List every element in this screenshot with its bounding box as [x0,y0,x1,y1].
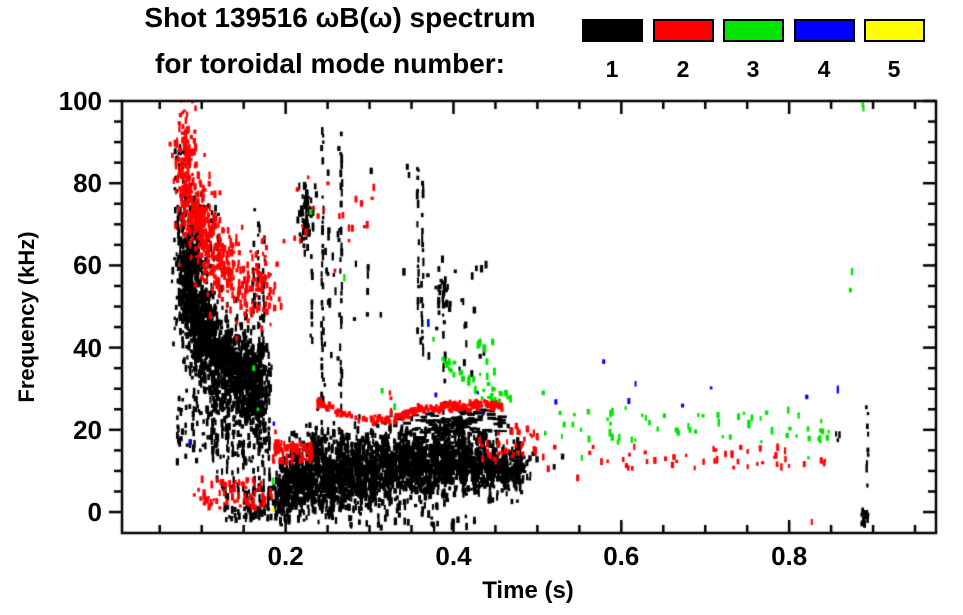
plot-title-line2: for toroidal mode number: [155,48,505,79]
legend-label-mode-1: 1 [605,56,619,82]
legend-label-mode-4: 4 [817,56,831,82]
y-tick-label-100: 100 [58,86,102,116]
legend-swatch-mode-2 [653,19,714,42]
legend-swatch-mode-3 [723,19,784,42]
legend-swatch-mode-1 [582,19,643,42]
plot-title-line1: Shot 139516 ωB(ω) spectrum [144,2,536,33]
legend-label-mode-2: 2 [676,56,690,82]
legend-label-mode-5: 5 [887,56,901,82]
legend-swatch-mode-5 [864,19,925,42]
x-axis-label: Time (s) [482,577,574,604]
x-tick-label-0.2: 0.2 [267,541,304,571]
y-tick-label-20: 20 [73,414,102,445]
y-tick-label-60: 60 [73,250,102,281]
legend-swatch-mode-4 [794,19,855,42]
y-tick-label-80: 80 [73,168,102,199]
x-tick-label-0.8: 0.8 [771,541,808,571]
y-tick-label-40: 40 [73,332,102,363]
x-tick-label-0.6: 0.6 [603,541,640,571]
y-tick-label-0: 0 [87,497,102,528]
x-tick-label-0.4: 0.4 [435,541,472,571]
legend-label-mode-3: 3 [746,56,760,82]
